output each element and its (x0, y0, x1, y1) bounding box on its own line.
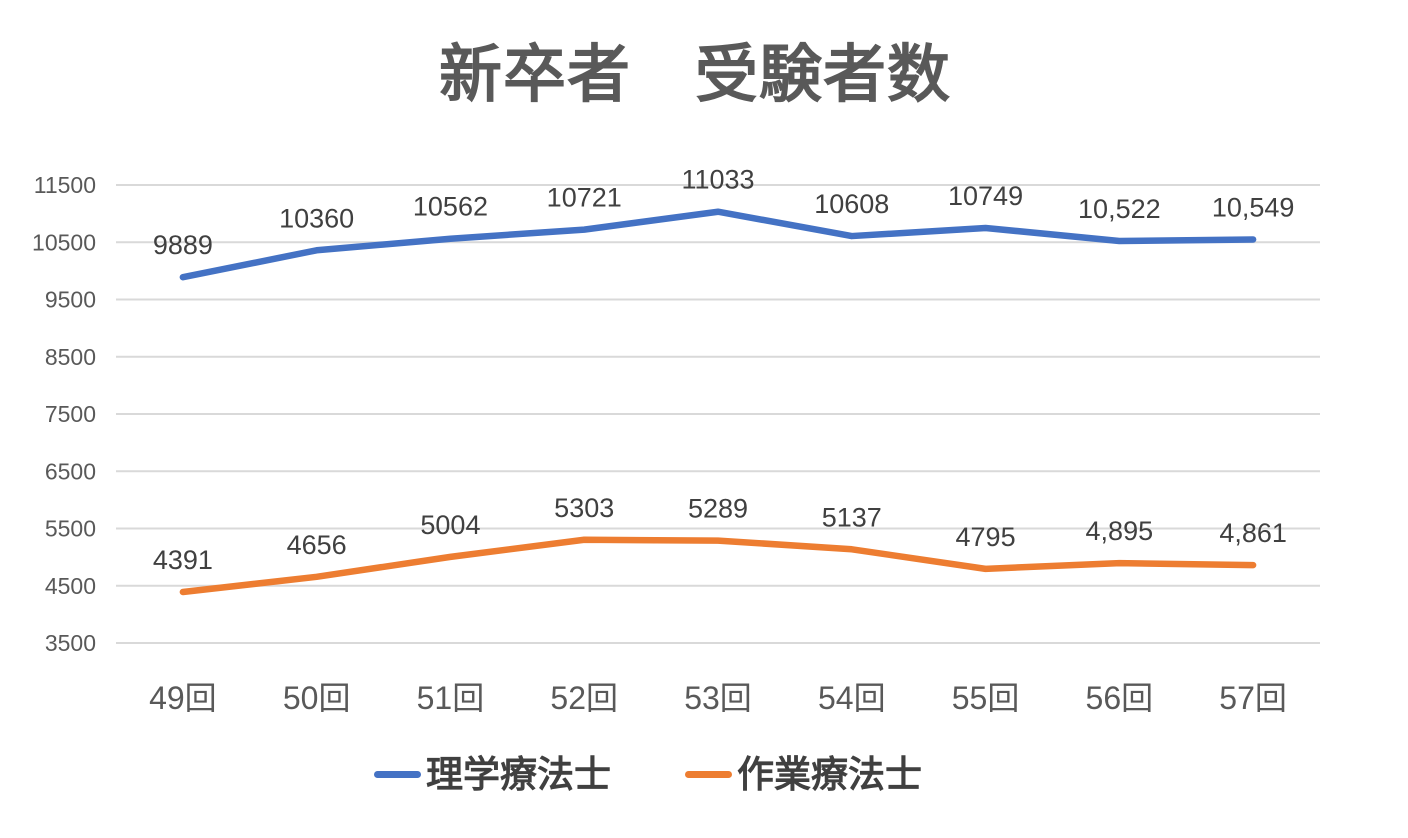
x-axis-tick-label: 49回 (149, 680, 217, 716)
y-axis-tick-label: 3500 (45, 630, 96, 656)
data-label-series-1: 4391 (153, 545, 213, 575)
data-label-series-1: 4,861 (1219, 518, 1287, 548)
legend-label-rigaku: 理学療法士 (426, 753, 611, 795)
data-label-series-0: 10,522 (1078, 194, 1161, 224)
x-axis-tick-label: 53回 (684, 680, 752, 716)
data-label-series-0: 11033 (681, 165, 754, 195)
data-label-series-0: 10,549 (1212, 192, 1295, 222)
x-axis-tick-label: 52回 (550, 680, 618, 716)
legend-line-marker-icon (685, 770, 732, 778)
y-axis-tick-label: 6500 (45, 458, 96, 484)
legend-item-rigaku: 理学療法士 (374, 756, 611, 793)
x-axis-tick-label: 54回 (818, 680, 886, 716)
data-label-series-1: 5289 (688, 494, 748, 524)
series-line-0 (179, 208, 1257, 281)
legend-item-sagyou: 作業療法士 (685, 756, 922, 793)
data-label-series-1: 5004 (420, 510, 480, 540)
y-axis-tick-label: 5500 (45, 516, 96, 542)
data-label-series-1: 4656 (287, 530, 347, 560)
data-label-series-0: 10562 (413, 192, 488, 222)
x-axis-tick-label: 55回 (952, 680, 1020, 716)
y-axis-tick-label: 10500 (32, 229, 96, 255)
legend-line-marker-icon (374, 770, 421, 778)
data-label-series-1: 4795 (956, 522, 1016, 552)
data-label-series-1: 5303 (554, 493, 614, 523)
data-label-series-0: 10749 (948, 181, 1023, 211)
legend: 理学療法士 作業療法士 (0, 750, 1296, 798)
data-label-series-1: 5137 (822, 502, 882, 532)
data-label-series-0: 10360 (279, 203, 354, 233)
legend-label-sagyou: 作業療法士 (737, 753, 922, 795)
series-line-1 (179, 536, 1257, 596)
data-label-series-0: 9889 (153, 230, 213, 260)
chart-title: 新卒者 受験者数 (439, 40, 951, 110)
y-axis-tick-label: 8500 (45, 344, 96, 370)
x-axis-tick-label: 57回 (1219, 680, 1287, 716)
x-axis-tick-label: 51回 (417, 680, 485, 716)
data-label-series-0: 10608 (814, 189, 889, 219)
data-label-series-1: 4,895 (1086, 516, 1154, 546)
y-axis-tick-label: 11500 (34, 172, 96, 198)
x-axis-tick-label: 50回 (283, 680, 351, 716)
x-axis-tick-label: 56回 (1086, 680, 1154, 716)
data-label-series-0: 10721 (547, 183, 622, 213)
y-axis-tick-label: 7500 (45, 401, 96, 427)
y-axis-tick-label: 4500 (45, 573, 96, 599)
y-axis-tick-label: 9500 (45, 287, 96, 313)
